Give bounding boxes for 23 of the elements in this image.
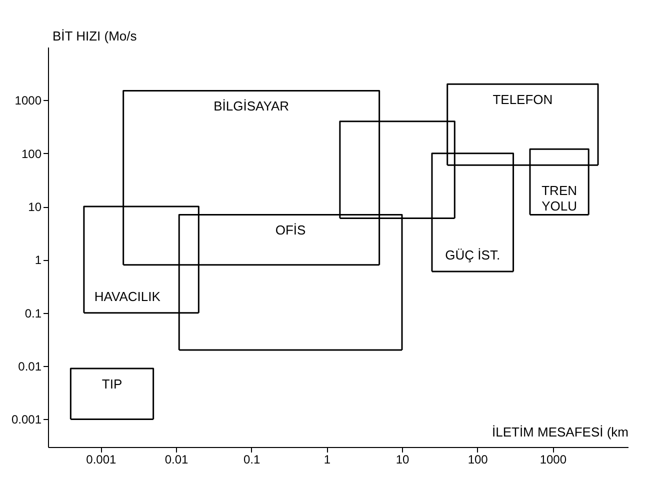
series-label: GÜÇ İST. (445, 248, 500, 263)
x-tick-label: 10 (396, 452, 410, 466)
y-axis-title: BİT HIZI (Mo/s (52, 28, 138, 44)
y-tick-label: 1 (34, 253, 42, 268)
x-tick-label: 0.01 (164, 452, 188, 466)
y-tick-label: 1000 (14, 94, 42, 108)
series-label: TREN YOLU (542, 183, 577, 214)
y-tick-label: 100 (21, 146, 42, 161)
x-axis-title: İLETİM MESAFESİ (km (492, 424, 628, 440)
series-label: BİLGİSAYAR (214, 98, 290, 114)
y-tick-label: 0.1 (24, 306, 42, 320)
series-label: TELEFON (492, 92, 553, 107)
x-tick-label: 1 (324, 452, 331, 466)
series-label: TIP (102, 376, 122, 392)
y-tick-label: 0.01 (18, 360, 42, 374)
y-tick-label: 0.001 (11, 412, 42, 427)
y-tick-label: 10 (28, 200, 42, 214)
series-label: HAVACILIK (94, 289, 161, 304)
series-label: OFİS (275, 222, 306, 238)
x-tick-label: 1000 (540, 452, 567, 466)
x-tick-label: 0.1 (243, 452, 260, 466)
x-tick-label: 0.001 (86, 452, 116, 466)
x-tick-label: 100 (468, 452, 488, 466)
